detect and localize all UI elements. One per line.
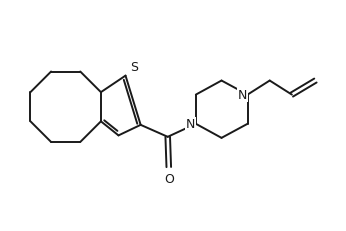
Text: N: N xyxy=(238,89,247,102)
Text: O: O xyxy=(164,172,174,185)
Text: N: N xyxy=(186,118,195,131)
Text: S: S xyxy=(130,61,138,73)
